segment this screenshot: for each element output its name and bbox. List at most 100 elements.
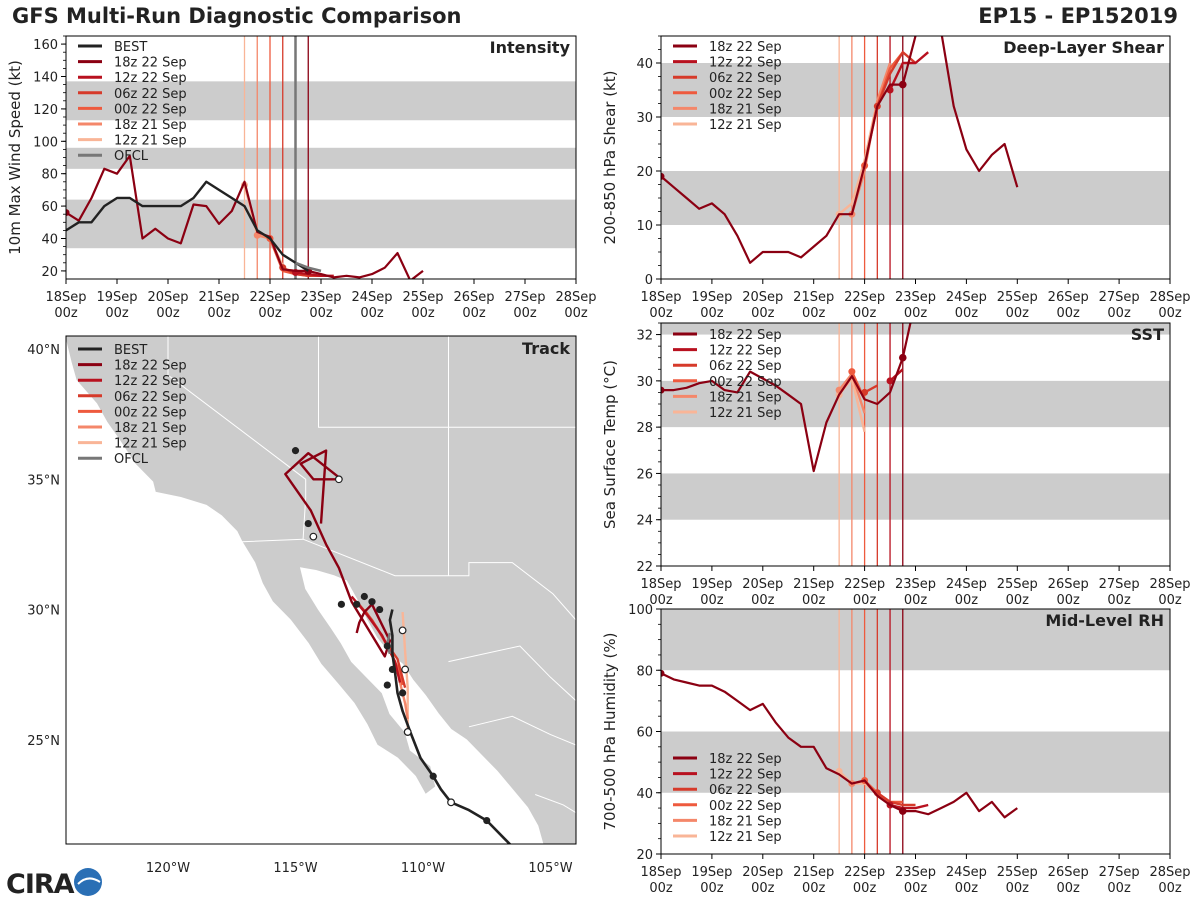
- ytick-label-intensity: 40: [41, 233, 58, 248]
- ytick-label-sst: 22: [636, 560, 653, 575]
- series-intensity-ofcl: [295, 261, 322, 273]
- xtick-sublabel-rh: 00z: [904, 881, 928, 896]
- ytick-label-track: 35°N: [27, 473, 60, 488]
- xtick-label-rh: 27Sep: [1099, 865, 1140, 880]
- xtick-sublabel-shear: 00z: [1057, 306, 1081, 321]
- point-sst-run-0: [661, 386, 665, 394]
- xtick-sublabel-sst: 00z: [802, 593, 826, 608]
- track-point-open: [403, 728, 412, 736]
- xtick-label-intensity: 25Sep: [402, 290, 443, 305]
- xtick-sublabel-shear: 00z: [1006, 306, 1030, 321]
- xtick-sublabel-shear: 00z: [802, 306, 826, 321]
- xtick-sublabel-sst: 00z: [751, 593, 775, 608]
- ytick-label-intensity: 140: [33, 71, 58, 86]
- ytick-label-shear: 20: [636, 165, 653, 180]
- ytick-label-track: 30°N: [27, 604, 60, 619]
- series-rh-run-0: [661, 672, 1018, 819]
- border-line-7: [535, 794, 576, 814]
- legend-label-rh: 18z 22 Sep: [709, 752, 782, 767]
- xtick-label-shear: 19Sep: [691, 290, 732, 305]
- xtick-sublabel-shear: 00z: [853, 306, 877, 321]
- ytick-label-rh: 40: [636, 787, 653, 802]
- legend-label-sst: 18z 21 Sep: [709, 390, 782, 405]
- xtick-label-intensity: 24Sep: [351, 290, 392, 305]
- cira-logo: CIRA: [6, 868, 102, 900]
- legend-label-sst: 12z 22 Sep: [709, 344, 782, 359]
- series-rh-run-1: [889, 803, 929, 810]
- xtick-label-shear: 18Sep: [640, 290, 681, 305]
- xtick-label-intensity: 27Sep: [504, 290, 545, 305]
- xtick-sublabel-sst: 00z: [955, 593, 979, 608]
- xtick-sublabel-shear: 00z: [955, 306, 979, 321]
- border-line-6: [468, 715, 576, 746]
- band-sst-0: [661, 473, 1170, 520]
- legend-label-intensity: 06z 22 Sep: [114, 87, 187, 102]
- xtick-label-shear: 28Sep: [1149, 290, 1190, 305]
- ytick-label-intensity: 120: [33, 103, 58, 118]
- ytick-label-rh: 60: [636, 726, 653, 741]
- xtick-label-rh: 26Sep: [1048, 865, 1089, 880]
- track-point-dark: [383, 681, 391, 689]
- ytick-label-rh: 80: [636, 664, 653, 679]
- track-point-best: [383, 642, 391, 650]
- xtick-sublabel-rh: 00z: [1057, 881, 1081, 896]
- logo-text: CIRA: [6, 869, 75, 900]
- xtick-sublabel-sst: 00z: [1057, 593, 1081, 608]
- border-line-0: [167, 336, 307, 540]
- legend-label-shear: 12z 21 Sep: [709, 118, 782, 133]
- map-area: [66, 336, 576, 844]
- legend-label-rh: 12z 22 Sep: [709, 768, 782, 783]
- legend-label-sst: 06z 22 Sep: [709, 359, 782, 374]
- xtick-label-shear: 27Sep: [1099, 290, 1140, 305]
- legend-label-intensity: 18z 22 Sep: [114, 56, 187, 71]
- xtick-label-sst: 25Sep: [997, 577, 1038, 592]
- title-sst: SST: [1131, 325, 1164, 344]
- legend-label-track: 12z 21 Sep: [114, 437, 187, 452]
- border-line-2: [318, 336, 576, 428]
- band-intensity-0: [66, 199, 576, 249]
- xtick-label-intensity: 22Sep: [249, 290, 290, 305]
- xtick-label-intensity: 18Sep: [45, 290, 86, 305]
- frame-track: [65, 335, 577, 845]
- track-point-dark: [337, 600, 345, 608]
- track-run-0: [284, 449, 392, 658]
- xtick-label-shear: 23Sep: [895, 290, 936, 305]
- title-shear: Deep-Layer Shear: [1003, 38, 1164, 57]
- panel-rh: 2040608010018Sep00z19Sep00z20Sep00z21Sep…: [601, 603, 1191, 896]
- legend-label-track: 18z 22 Sep: [114, 359, 187, 374]
- legend-label-intensity: 12z 21 Sep: [114, 134, 187, 149]
- legend-label-sst: 12z 21 Sep: [709, 406, 782, 421]
- ylabel-sst: Sea Surface Temp (°C): [601, 360, 619, 529]
- xtick-sublabel-rh: 00z: [1158, 881, 1182, 896]
- xtick-label-intensity: 26Sep: [453, 290, 494, 305]
- legend-label-sst: 18z 22 Sep: [709, 328, 782, 343]
- band-rh-0: [661, 731, 1170, 793]
- xtick-sublabel-intensity: 00z: [564, 306, 588, 321]
- legend-label-track: 18z 21 Sep: [114, 421, 187, 436]
- xtick-sublabel-intensity: 00z: [207, 306, 231, 321]
- xtick-label-track: 110°W: [401, 861, 445, 876]
- track-point-open: [447, 798, 455, 807]
- panel-sst: 22242628303218Sep00z19Sep00z20Sep00z21Se…: [601, 322, 1191, 608]
- xtick-sublabel-shear: 00z: [1107, 306, 1131, 321]
- legend-label-rh: 00z 22 Sep: [709, 799, 782, 814]
- title-rh: Mid-Level RH: [1045, 611, 1164, 630]
- point-rh-run-0: [661, 669, 665, 677]
- xtick-label-rh: 18Sep: [640, 865, 681, 880]
- track-point-open: [401, 665, 410, 674]
- legend-label-shear: 18z 21 Sep: [709, 102, 782, 117]
- ytick-label-rh: 20: [636, 848, 653, 863]
- ytick-label-track: 40°N: [27, 343, 60, 358]
- track-point-best: [483, 816, 491, 825]
- series-sst-run-0: [661, 323, 912, 473]
- legend-label-track: 06z 22 Sep: [114, 390, 187, 405]
- point-sst-run-1: [886, 377, 894, 385]
- ytick-label-shear: 0: [645, 273, 653, 288]
- track-point-open: [309, 532, 318, 541]
- xtick-label-track: 120°W: [146, 861, 190, 876]
- point-sst-run-3: [848, 368, 856, 376]
- xtick-sublabel-rh: 00z: [649, 881, 673, 896]
- xtick-label-shear: 20Sep: [742, 290, 783, 305]
- ytick-label-sst: 28: [636, 421, 653, 436]
- band-sst-2: [661, 323, 1170, 335]
